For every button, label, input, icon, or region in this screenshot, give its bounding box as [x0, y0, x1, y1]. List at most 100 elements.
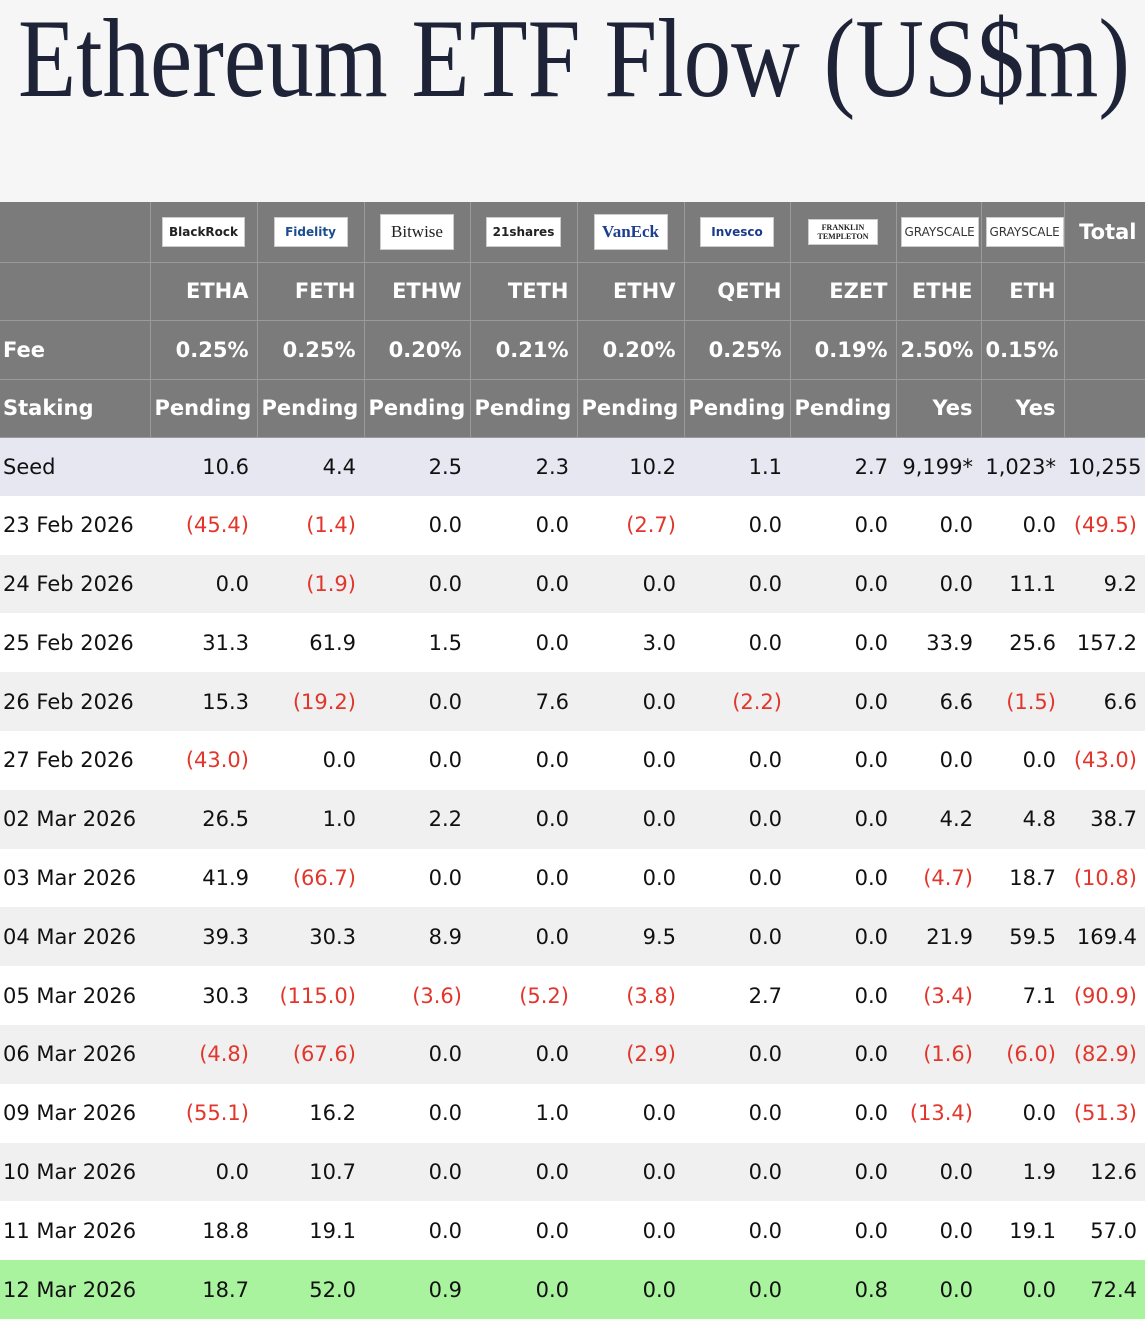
date-cell: 03 Mar 2026 — [0, 848, 150, 908]
header-row: Staking Pending Pending Pending Pending Pendi… — [0, 379, 1145, 438]
staking: Pending — [364, 379, 471, 438]
flow-cell: (1.6) — [896, 1024, 981, 1084]
flow-cell: 16.2 — [257, 1083, 364, 1143]
date-cell: 11 Mar 2026 — [0, 1201, 150, 1261]
issuer-cell: Invesco — [684, 202, 791, 263]
ticker: TETH — [470, 262, 578, 321]
header-row: ETHA FETH ETHW TETH ETHV QETH EZET ETHE ETH — [0, 262, 1145, 321]
flow-cell: 0.0 — [896, 730, 981, 790]
flow-cell: 0.0 — [684, 1260, 790, 1319]
flow-cell: 0.0 — [790, 1201, 896, 1261]
flow-cell: (67.6) — [257, 1024, 364, 1084]
page-title: Ethereum ETF Flow (US$m) — [18, 0, 1130, 121]
flow-cell: 12.6 — [1064, 1142, 1145, 1202]
flow-cell: 26.5 — [150, 789, 257, 849]
flow-cell: 18.8 — [150, 1201, 257, 1261]
flow-cell: 10,255 — [1064, 437, 1145, 496]
flow-cell: 0.0 — [896, 554, 981, 614]
flow-cell: 6.6 — [1064, 672, 1145, 731]
data-row: 25 Feb 2026 31.3 61.9 1.5 0.0 3.0 0.0 0.0 33.9 25… — [0, 613, 1145, 673]
title-area: Ethereum ETF Flow (US$m) — [18, 0, 1130, 121]
data-row: 02 Mar 2026 26.5 1.0 2.2 0.0 0.0 0.0 0.0 4.2 4.8 3… — [0, 789, 1145, 849]
date-cell: 06 Mar 2026 — [0, 1024, 150, 1084]
flow-cell: 1.5 — [364, 613, 470, 673]
flow-cell: 0.0 — [684, 495, 790, 555]
flow-cell: 0.0 — [257, 730, 364, 790]
date-cell: 02 Mar 2026 — [0, 789, 150, 849]
flow-cell: 10.7 — [257, 1142, 364, 1202]
staking: Yes — [981, 379, 1065, 438]
flow-cell: (4.8) — [150, 1024, 257, 1084]
data-row: 26 Feb 2026 15.3 (19.2) 0.0 7.6 0.0 (2.2) 0.0 6.… — [0, 672, 1145, 731]
flow-cell: 0.0 — [790, 848, 896, 908]
flow-cell: (4.7) — [896, 848, 981, 908]
row-label: Staking — [0, 379, 151, 438]
flow-cell: 0.0 — [684, 1024, 790, 1084]
flow-cell: (43.0) — [150, 730, 257, 790]
flow-cell: 0.0 — [790, 554, 896, 614]
staking: Yes — [896, 379, 982, 438]
flow-cell: 0.0 — [470, 1142, 577, 1202]
flow-cell: 0.9 — [364, 1260, 470, 1319]
flow-cell: 2.7 — [684, 966, 790, 1025]
flow-cell: 8.9 — [364, 907, 470, 967]
date-cell: 04 Mar 2026 — [0, 907, 150, 967]
flow-cell: 0.0 — [577, 1142, 684, 1202]
date-cell: 10 Mar 2026 — [0, 1142, 150, 1202]
flow-cell: 0.0 — [684, 1083, 790, 1143]
flow-cell: 10.6 — [150, 437, 257, 496]
header-row: BlackRock Fidelity Bitwise 21shares VanEck In… — [0, 202, 1145, 263]
flow-cell: 0.0 — [364, 730, 470, 790]
data-row: 24 Feb 2026 0.0 (1.9) 0.0 0.0 0.0 0.0 0.0 0.0 11.… — [0, 554, 1145, 614]
flow-cell: (45.4) — [150, 495, 257, 555]
flow-cell: 0.0 — [684, 1142, 790, 1202]
issuer-cell: Bitwise — [364, 202, 471, 263]
flow-cell: 0.0 — [981, 730, 1064, 790]
ticker: QETH — [684, 262, 791, 321]
issuer-cell: GRAYSCALE — [981, 202, 1065, 263]
data-row: 23 Feb 2026 (45.4) (1.4) 0.0 0.0 (2.7) 0.0 0.0 0… — [0, 495, 1145, 555]
flow-cell: (49.5) — [1064, 495, 1145, 555]
data-row: 12 Mar 2026 18.7 52.0 0.9 0.0 0.0 0.0 0.8 0.0 0.0… — [0, 1260, 1145, 1319]
flow-cell: 2.2 — [364, 789, 470, 849]
flow-cell: (1.5) — [981, 672, 1064, 731]
data-row: 10 Mar 2026 0.0 10.7 0.0 0.0 0.0 0.0 0.0 0.0 1.9 1… — [0, 1142, 1145, 1202]
flow-cell: 0.0 — [896, 1201, 981, 1261]
empty-cell — [0, 262, 151, 321]
flow-cell: 0.0 — [364, 1201, 470, 1261]
flow-cell: 0.0 — [790, 613, 896, 673]
flow-cell: 0.0 — [364, 554, 470, 614]
flow-cell: 3.0 — [577, 613, 684, 673]
flow-cell: 0.0 — [790, 672, 896, 731]
fee: 0.19% — [790, 320, 897, 380]
flow-cell: 72.4 — [1064, 1260, 1145, 1319]
flow-cell: 0.0 — [790, 495, 896, 555]
flow-cell: 2.3 — [470, 437, 577, 496]
empty-cell — [1064, 379, 1145, 438]
issuer-logo: Fidelity — [273, 216, 348, 247]
flow-cell: (3.6) — [364, 966, 470, 1025]
flow-cell: 0.0 — [896, 1142, 981, 1202]
issuer-cell: Fidelity — [257, 202, 365, 263]
flow-cell: 0.0 — [577, 1201, 684, 1261]
ticker: ETH — [981, 262, 1065, 321]
flow-cell: 6.6 — [896, 672, 981, 731]
flow-cell: 0.0 — [790, 966, 896, 1025]
row-label: Fee — [0, 320, 151, 380]
flow-cell: 1.1 — [684, 437, 790, 496]
flow-cell: 39.3 — [150, 907, 257, 967]
flow-cell: 30.3 — [257, 907, 364, 967]
date-cell: 12 Mar 2026 — [0, 1260, 150, 1319]
flow-cell: 57.0 — [1064, 1201, 1145, 1261]
flow-cell: 21.9 — [896, 907, 981, 967]
flow-cell: 1,023* — [981, 437, 1064, 496]
flow-cell: 4.4 — [257, 437, 364, 496]
flow-cell: (115.0) — [257, 966, 364, 1025]
flow-cell: 0.0 — [577, 730, 684, 790]
flow-cell: 0.0 — [790, 1142, 896, 1202]
flow-cell: 0.0 — [684, 554, 790, 614]
ticker: ETHE — [896, 262, 982, 321]
flow-cell: 7.6 — [470, 672, 577, 731]
flow-cell: 0.0 — [470, 1260, 577, 1319]
